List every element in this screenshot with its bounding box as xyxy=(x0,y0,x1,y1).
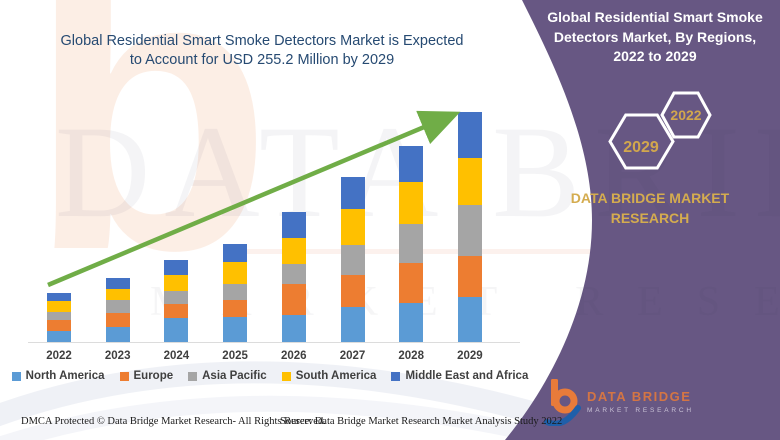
watermark-band xyxy=(230,249,780,254)
x-axis-label-2029: 2029 xyxy=(457,350,483,362)
bar-segment-asia-pacific xyxy=(399,223,424,263)
hexagon-2029 xyxy=(608,113,675,170)
bar-segment-middle-east-and-africa xyxy=(457,112,482,158)
x-axis-label-2023: 2023 xyxy=(104,350,131,362)
bar-segment-asia-pacific xyxy=(457,205,482,257)
logo-wordmark: DATA BRIDGE xyxy=(587,388,692,404)
bar-segment-south-america xyxy=(105,289,130,301)
legend-swatch-icon xyxy=(188,371,198,381)
brand-text: DATA BRIDGE MARKET RESEARCH xyxy=(570,190,730,226)
hexagon-2022-label: 2022 xyxy=(670,107,702,123)
hexagon-graphic xyxy=(608,91,712,170)
legend-item-south-america: South America xyxy=(281,370,377,382)
x-axis-label-2027: 2027 xyxy=(339,350,366,362)
bar-segment-europe xyxy=(105,313,130,328)
bar-segment-middle-east-and-africa xyxy=(223,243,248,262)
bar-segment-north-america xyxy=(164,318,189,342)
panel-heading-line1: Global Residential Smart Smoke xyxy=(547,9,763,25)
legend-item-europe: Europe xyxy=(119,370,174,382)
bar-segment-north-america xyxy=(281,314,306,342)
bar-segment-south-america xyxy=(223,261,248,284)
chart-title: Global Residential Smart Smoke Detectors… xyxy=(12,32,512,70)
x-axis-label-2024: 2024 xyxy=(163,350,190,362)
panel-heading-line3: 2022 to 2029 xyxy=(613,48,697,64)
bar-segment-north-america xyxy=(47,331,71,342)
bar-segment-asia-pacific xyxy=(105,300,130,314)
bar-segment-middle-east-and-africa xyxy=(47,292,71,301)
bar-segment-middle-east-and-africa xyxy=(164,260,189,276)
bar-segment-south-america xyxy=(340,209,365,246)
source-text: Source: Data Bridge Market Research Mark… xyxy=(280,416,563,427)
bar-segment-middle-east-and-africa xyxy=(340,177,365,210)
chart-title-line2: to Account for USD 255.2 Million by 2029 xyxy=(129,52,395,68)
bar-segment-europe xyxy=(164,304,189,319)
bar-segment-asia-pacific xyxy=(223,283,248,301)
bar-segment-europe xyxy=(457,256,482,298)
bar-segment-middle-east-and-africa xyxy=(281,211,306,238)
legend-swatch-icon xyxy=(11,371,21,381)
hexagon-2022 xyxy=(660,91,712,139)
legend-label: Europe xyxy=(133,370,174,382)
panel-heading-line2: Detectors Market, By Regions, xyxy=(553,28,757,45)
panel-heading: Global Residential Smart Smoke Detectors… xyxy=(538,8,772,67)
bar-segment-south-america xyxy=(281,237,306,264)
bar-segment-europe xyxy=(47,320,71,332)
legend-swatch-icon xyxy=(281,371,291,381)
bar-column-2027 xyxy=(340,177,365,342)
stacked-bar-chart xyxy=(47,111,482,342)
legend-item-middle-east-and-africa: Middle East and Africa xyxy=(391,370,528,382)
x-axis-label-2026: 2026 xyxy=(281,350,307,362)
bar-segment-europe xyxy=(399,262,424,303)
x-axis-line xyxy=(28,342,520,343)
dmca-text: DMCA Protected © Data Bridge Market Rese… xyxy=(21,416,326,427)
chart-title-line1: Global Residential Smart Smoke Detectors… xyxy=(60,33,464,49)
legend-label: South America xyxy=(295,370,377,382)
bar-column-2029 xyxy=(457,111,482,342)
chart-legend: North America Europe Asia Pacific South Ame… xyxy=(11,370,528,382)
bar-segment-south-america xyxy=(164,275,189,292)
bar-column-2023 xyxy=(105,278,130,342)
legend-item-asia-pacific: Asia Pacific xyxy=(188,370,267,382)
legend-label: Middle East and Africa xyxy=(405,370,529,382)
bar-segment-south-america xyxy=(47,301,71,312)
legend-swatch-icon xyxy=(391,371,401,381)
dbmr-logo: DATA BRIDGE MARKET RESEARCH xyxy=(544,376,694,426)
bar-segment-south-america xyxy=(457,157,482,206)
bar-segment-north-america xyxy=(340,307,365,342)
bar-segment-north-america xyxy=(399,302,424,342)
bar-segment-europe xyxy=(281,283,306,315)
legend-label: North America xyxy=(25,370,105,382)
bar-segment-north-america xyxy=(105,327,130,342)
x-axis-label-2025: 2025 xyxy=(222,350,248,362)
legend-swatch-icon xyxy=(119,371,129,381)
bar-column-2028 xyxy=(399,145,424,342)
bar-segment-north-america xyxy=(223,317,248,342)
logo-subtext: MARKET RESEARCH xyxy=(587,406,694,414)
dbmr-logo-mark xyxy=(544,379,581,426)
bar-segment-middle-east-and-africa xyxy=(399,145,424,182)
bar-segment-europe xyxy=(223,300,248,318)
bar-column-2025 xyxy=(223,243,248,342)
hexagon-2029-label: 2029 xyxy=(623,139,659,156)
bar-segment-asia-pacific xyxy=(281,263,306,284)
bar-segment-europe xyxy=(340,275,365,308)
bar-column-2024 xyxy=(164,260,189,342)
bar-segment-middle-east-and-africa xyxy=(105,278,130,290)
bar-segment-north-america xyxy=(457,297,482,342)
legend-label: Asia Pacific xyxy=(202,370,267,382)
bar-column-2022 xyxy=(47,292,71,342)
legend-item-north-america: North America xyxy=(11,370,105,382)
bar-segment-asia-pacific xyxy=(47,312,71,321)
bar-segment-south-america xyxy=(399,181,424,224)
x-axis-label-2028: 2028 xyxy=(398,350,424,362)
bar-segment-asia-pacific xyxy=(340,245,365,276)
x-axis-label-2022: 2022 xyxy=(46,350,72,362)
bar-column-2026 xyxy=(281,211,306,342)
bar-segment-asia-pacific xyxy=(164,291,189,305)
